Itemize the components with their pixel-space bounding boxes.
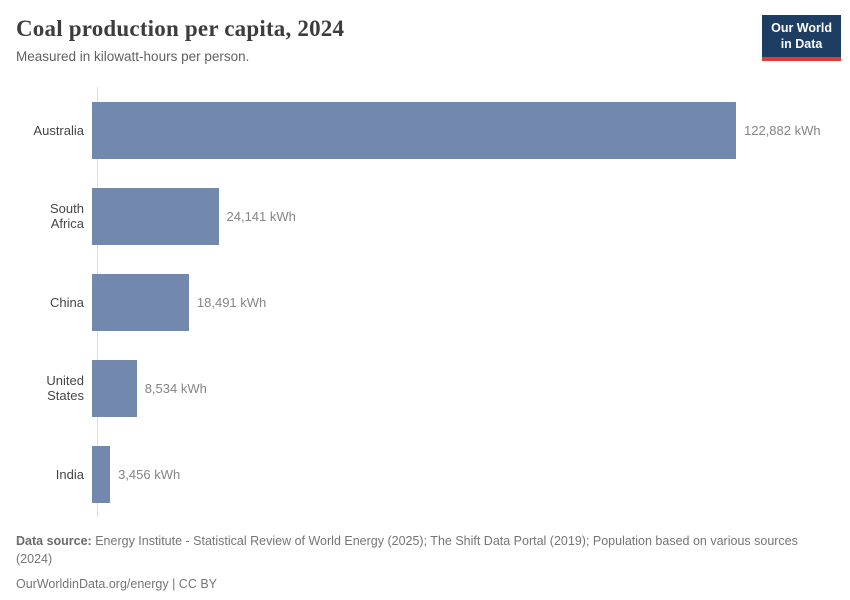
value-label: 8,534 kWh <box>144 380 207 396</box>
chart-header: Coal production per capita, 2024 Measure… <box>16 16 750 64</box>
value-label: 18,491 kWh <box>196 294 267 310</box>
owid-logo[interactable]: Our World in Data <box>762 15 841 61</box>
plot-area: 122,882 kWh <box>91 101 834 159</box>
data-source-text: Energy Institute - Statistical Review of… <box>16 534 798 567</box>
chart-title: Coal production per capita, 2024 <box>16 16 345 41</box>
bar-china[interactable] <box>92 273 189 331</box>
owid-link[interactable]: OurWorldinData.org/energy | CC BY <box>16 577 218 592</box>
bar-row: China 18,491 kWh <box>16 259 834 345</box>
data-source-label: Data source: <box>16 534 92 548</box>
plot-area: 8,534 kWh <box>91 359 834 417</box>
bar-rows: Australia 122,882 kWh South Africa 24,141 k… <box>16 87 834 517</box>
value-label: 24,141 kWh <box>226 208 296 224</box>
bar-united-states[interactable] <box>92 359 137 417</box>
country-label-united-states: United States <box>46 373 84 403</box>
chart-subtitle: Measured in kilowatt-hours per person. <box>16 49 250 64</box>
owid-logo-line2: in Data <box>780 37 823 52</box>
country-label-south-africa: South Africa <box>50 201 84 231</box>
bar-row: India 3,456 kWh <box>16 431 834 517</box>
bar-row: South Africa 24,141 kWh <box>16 173 834 259</box>
country-label-india: India <box>55 466 84 482</box>
bar-india[interactable] <box>92 445 111 503</box>
bar-south-africa[interactable] <box>92 187 219 245</box>
plot-area: 3,456 kWh <box>91 445 834 503</box>
bar-row: United States 8,534 kWh <box>16 345 834 431</box>
plot-area: 24,141 kWh <box>91 187 834 245</box>
data-source-line: Data source: Energy Institute - Statisti… <box>16 532 816 568</box>
plot-area: 18,491 kWh <box>91 273 834 331</box>
country-label-china: China <box>50 294 84 310</box>
value-label: 3,456 kWh <box>118 466 181 482</box>
bar-chart: Australia 122,882 kWh South Africa 24,141 k… <box>16 87 834 517</box>
bar-row: Australia 122,882 kWh <box>16 87 834 173</box>
bar-australia[interactable] <box>92 101 736 159</box>
country-label-australia: Australia <box>33 122 84 138</box>
value-label: 122,882 kWh <box>744 122 821 138</box>
owid-logo-line1: Our World <box>771 21 832 35</box>
chart-footer: Data source: Energy Institute - Statisti… <box>16 532 816 593</box>
